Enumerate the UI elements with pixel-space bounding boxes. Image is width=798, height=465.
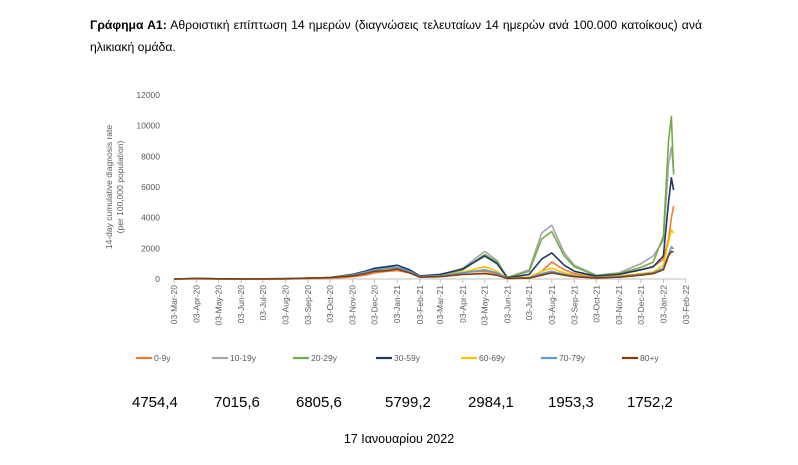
x-tick-label-22: 03-Jan-22 bbox=[658, 285, 668, 324]
x-tick-label-8: 03-Nov-20 bbox=[348, 285, 358, 325]
y-axis-title-line-1: (per 100,000 population) bbox=[115, 141, 125, 234]
caption-label: Γράφημα Α1: bbox=[90, 18, 167, 32]
x-tick-label-11: 03-Feb-21 bbox=[415, 285, 425, 324]
x-tick-label-23: 03-Feb-22 bbox=[681, 285, 691, 324]
series-line-0-9y bbox=[173, 205, 675, 280]
x-tick-label-0: 03-Mar-20 bbox=[169, 285, 179, 324]
y-tick-label-2: 4000 bbox=[141, 213, 160, 223]
x-tick-label-14: 03-May-21 bbox=[480, 285, 490, 326]
stat-value-0-9y: 4754,4 bbox=[132, 394, 178, 411]
x-tick-label-4: 03-Jul-20 bbox=[258, 285, 268, 321]
report-date: 17 Ιανουαρίου 2022 bbox=[343, 432, 455, 446]
x-tick-label-15: 03-Jun-21 bbox=[502, 285, 512, 324]
x-tick-label-3: 03-Jun-20 bbox=[236, 285, 246, 324]
x-tick-label-20: 03-Nov-21 bbox=[614, 285, 624, 325]
x-tick-label-7: 03-Oct-20 bbox=[325, 285, 335, 323]
x-tick-label-18: 03-Sep-21 bbox=[569, 285, 579, 325]
stat-value-70-79y: 1953,3 bbox=[548, 394, 594, 411]
x-tick-label-6: 03-Sep-20 bbox=[303, 285, 313, 325]
legend-label-0-9y: 0-9y bbox=[154, 353, 171, 363]
series-line-20-29y bbox=[173, 115, 675, 280]
y-tick-label-0: 0 bbox=[155, 274, 160, 284]
y-tick-label-6: 12000 bbox=[136, 90, 160, 100]
series-line-30-59y bbox=[173, 177, 675, 280]
x-tick-label-17: 03-Aug-21 bbox=[547, 285, 557, 325]
legend-label-70-79y: 70-79y bbox=[559, 353, 586, 363]
x-tick-label-1: 03-Apr-20 bbox=[192, 285, 202, 323]
stat-value-80plus-y: 1752,2 bbox=[627, 394, 673, 411]
legend-label-20-29y: 20-29y bbox=[311, 353, 338, 363]
x-tick-label-9: 03-Dec-20 bbox=[370, 285, 380, 325]
series-line-60-69y bbox=[173, 229, 675, 280]
x-tick-label-19: 03-Oct-21 bbox=[591, 285, 601, 323]
x-tick-label-13: 03-Apr-21 bbox=[458, 285, 468, 323]
caption-text: Αθροιστική επίπτωση 14 ημερών (διαγνώσει… bbox=[90, 18, 702, 54]
legend-label-60-69y: 60-69y bbox=[479, 353, 506, 363]
stat-value-60-69y: 2984,1 bbox=[468, 394, 514, 411]
x-tick-label-12: 03-Mar-21 bbox=[435, 285, 445, 324]
stat-value-20-29y: 6805,6 bbox=[296, 394, 342, 411]
legend-label-80+y: 80+y bbox=[640, 353, 659, 363]
series-line-80+y bbox=[173, 250, 674, 280]
stat-value-10-19y: 7015,6 bbox=[214, 394, 260, 411]
y-tick-label-1: 2000 bbox=[141, 243, 160, 253]
y-axis-title-line-0: 14-day cumulative diagnosis rate bbox=[104, 125, 114, 250]
x-tick-label-5: 03-Aug-20 bbox=[281, 285, 291, 325]
chart-caption: Γράφημα Α1: Αθροιστική επίπτωση 14 ημερώ… bbox=[90, 14, 702, 58]
x-tick-label-16: 03-Jul-21 bbox=[524, 285, 534, 321]
x-tick-label-10: 03-Jan-21 bbox=[392, 285, 402, 324]
y-tick-label-4: 8000 bbox=[141, 151, 160, 161]
stat-value-30-59y: 5799,2 bbox=[385, 394, 431, 411]
legend-label-10-19y: 10-19y bbox=[230, 353, 257, 363]
x-tick-label-21: 03-Dec-21 bbox=[636, 285, 646, 325]
legend-label-30-59y: 30-59y bbox=[394, 353, 421, 363]
y-tick-label-5: 10000 bbox=[136, 121, 160, 131]
y-tick-label-3: 6000 bbox=[141, 182, 160, 192]
series-line-10-19y bbox=[173, 146, 675, 280]
x-tick-label-2: 03-May-20 bbox=[213, 285, 223, 326]
